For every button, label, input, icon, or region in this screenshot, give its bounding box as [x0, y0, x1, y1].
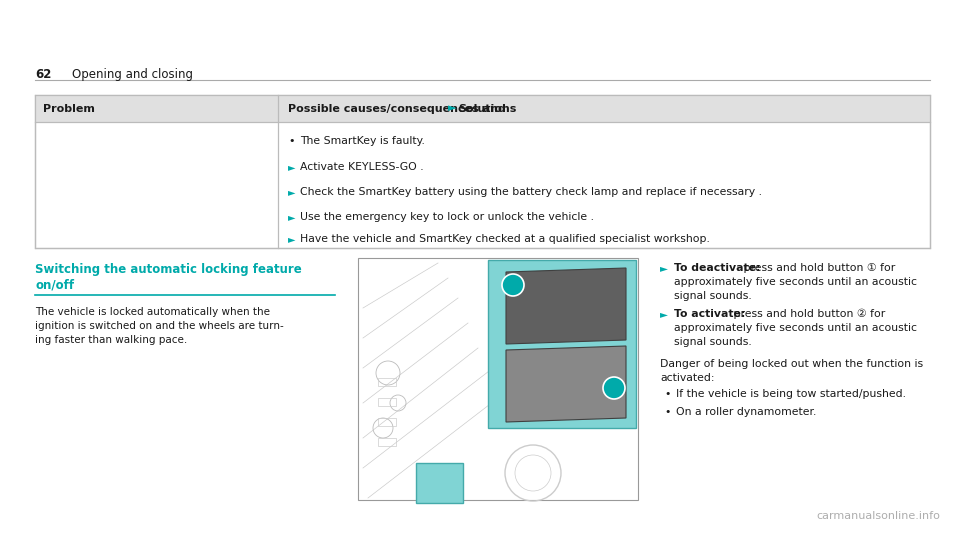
Text: Solutions: Solutions [458, 103, 516, 114]
Bar [378, 418, 396, 426]
Bar [35, 95, 930, 122]
Text: The SmartKey is faulty.: The SmartKey is faulty. [300, 136, 425, 146]
Text: Possible causes/consequences and: Possible causes/consequences and [288, 103, 510, 114]
Text: To deactivate:: To deactivate: [674, 263, 760, 273]
Text: The vehicle is locked automatically when the: The vehicle is locked automatically when… [35, 307, 270, 317]
Circle shape [603, 377, 625, 399]
Text: •: • [288, 136, 295, 146]
Text: ►: ► [448, 103, 457, 114]
Text: approximately five seconds until an acoustic: approximately five seconds until an acou… [674, 323, 917, 333]
Text: If the vehicle is being tow started/pushed.: If the vehicle is being tow started/push… [676, 389, 906, 399]
Text: signal sounds.: signal sounds. [674, 291, 752, 301]
Text: Check the SmartKey battery using the battery check lamp and replace if necessary: Check the SmartKey battery using the bat… [300, 187, 762, 197]
Text: 62: 62 [35, 68, 52, 81]
Text: press and hold button ① for: press and hold button ① for [740, 263, 895, 273]
Text: •: • [664, 407, 670, 417]
Text: Activate KEYLESS-GO .: Activate KEYLESS-GO . [300, 162, 423, 172]
Text: Switching the automatic locking feature: Switching the automatic locking feature [35, 263, 301, 276]
Text: on/off: on/off [35, 279, 74, 292]
Circle shape [502, 274, 524, 296]
Text: Have the vehicle and SmartKey checked at a qualified specialist workshop.: Have the vehicle and SmartKey checked at… [300, 234, 709, 244]
Text: To activate:: To activate: [674, 309, 745, 319]
Bar [378, 398, 396, 406]
Bar [378, 438, 396, 446]
Text: carmanualsonline.info: carmanualsonline.info [816, 511, 940, 521]
Text: signal sounds.: signal sounds. [674, 337, 752, 347]
Bar [35, 95, 930, 248]
Text: •: • [664, 389, 670, 399]
Bar [378, 378, 396, 386]
Text: 2: 2 [611, 383, 617, 393]
Polygon shape [506, 268, 626, 344]
Bar [416, 463, 463, 503]
Bar [358, 258, 638, 500]
Text: Problem: Problem [43, 103, 95, 114]
Text: activated:: activated: [660, 373, 714, 383]
Text: ►: ► [660, 263, 668, 273]
Text: ►: ► [660, 309, 668, 319]
Text: Opening and closing: Opening and closing [72, 68, 193, 81]
Text: ►: ► [288, 212, 296, 222]
Text: ►: ► [288, 162, 296, 172]
Polygon shape [506, 346, 626, 422]
Text: Danger of being locked out when the function is: Danger of being locked out when the func… [660, 359, 924, 369]
Text: ing faster than walking pace.: ing faster than walking pace. [35, 335, 187, 345]
Bar [488, 260, 636, 428]
Text: approximately five seconds until an acoustic: approximately five seconds until an acou… [674, 277, 917, 287]
Text: 1: 1 [510, 280, 516, 290]
Text: ignition is switched on and the wheels are turn-: ignition is switched on and the wheels a… [35, 321, 284, 331]
Text: Use the emergency key to lock or unlock the vehicle .: Use the emergency key to lock or unlock … [300, 212, 594, 222]
Text: ►: ► [288, 234, 296, 244]
Text: ►: ► [288, 187, 296, 197]
Text: press and hold button ② for: press and hold button ② for [731, 309, 886, 319]
Text: On a roller dynamometer.: On a roller dynamometer. [676, 407, 816, 417]
